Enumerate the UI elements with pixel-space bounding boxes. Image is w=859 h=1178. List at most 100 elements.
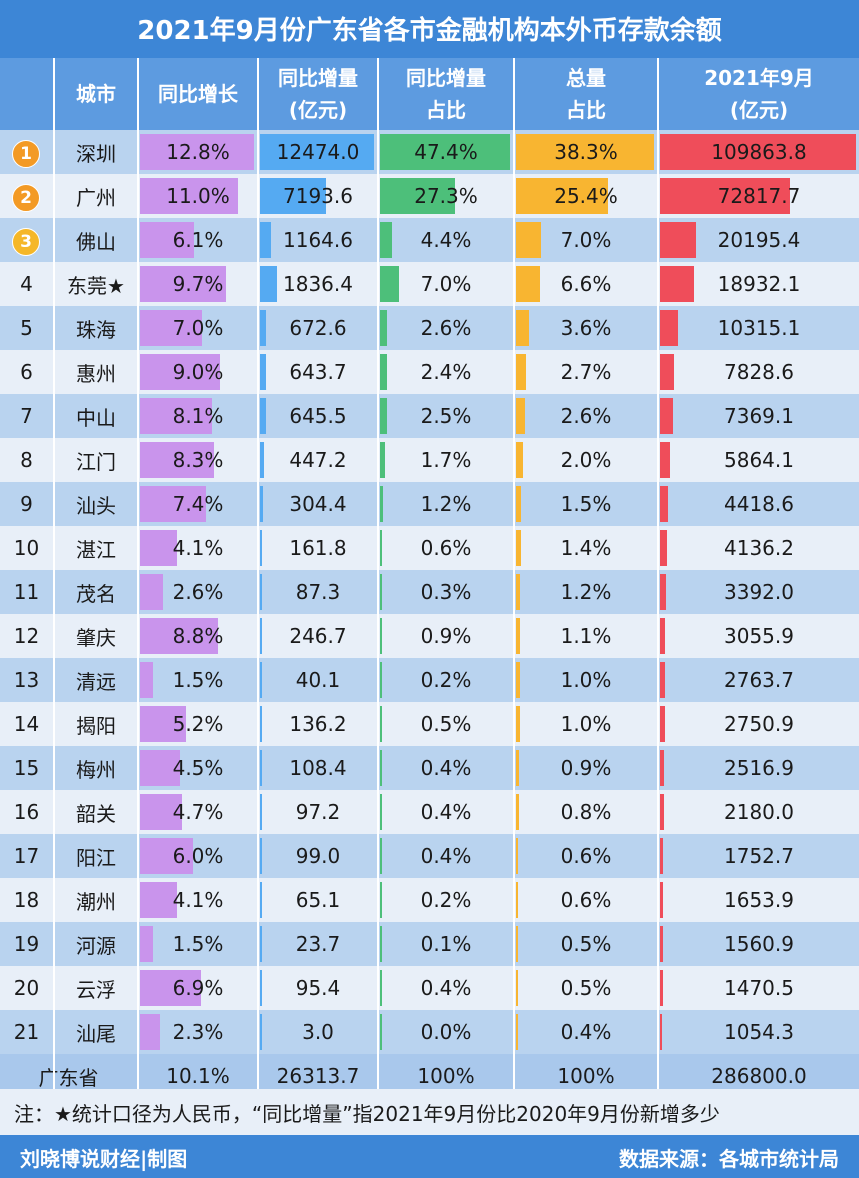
total-share-value: 1.1%	[560, 624, 612, 648]
balance-bar	[660, 574, 666, 610]
footnote: 注：★统计口径为人民币，“同比增量”指2021年9月份比2020年9月份新增多少	[0, 1089, 859, 1135]
total-share-bar	[516, 706, 520, 742]
total-share-bar	[516, 970, 518, 1006]
balance-value: 109863.8	[711, 140, 807, 164]
balance-bar	[660, 398, 673, 434]
table-row: 18 潮州 4.1% 65.1 0.2% 0.6% 1653.9	[0, 878, 859, 922]
increase-value: 672.6	[289, 316, 347, 340]
growth-bar	[140, 442, 214, 478]
rank-number: 12	[13, 624, 40, 648]
rank-number: 21	[13, 1020, 40, 1044]
header-yoy-increase: 同比增量 (亿元)	[278, 66, 358, 122]
increase-value: 97.2	[295, 800, 341, 824]
balance-bar	[660, 1014, 662, 1050]
increase-value: 304.4	[289, 492, 347, 516]
increase-value: 23.7	[295, 932, 341, 956]
balance-bar	[660, 838, 663, 874]
increase-bar	[260, 530, 262, 566]
increase-share-bar	[380, 310, 387, 346]
growth-value: 4.5%	[172, 756, 224, 780]
total-share-value: 0.8%	[560, 800, 612, 824]
increase-share-bar	[380, 354, 387, 390]
rank-medal-icon: 1	[12, 140, 40, 168]
table-row: 14 揭阳 5.2% 136.2 0.5% 1.0% 2750.9	[0, 702, 859, 746]
increase-bar	[260, 486, 263, 522]
increase-bar	[260, 178, 326, 214]
total-share-value: 2.7%	[560, 360, 612, 384]
header-city: 城市	[76, 82, 116, 106]
increase-share-value: 27.3%	[414, 184, 478, 208]
balance-value: 1054.3	[724, 1020, 794, 1044]
increase-share-bar	[380, 398, 387, 434]
balance-value: 1752.7	[724, 844, 794, 868]
increase-value: 87.3	[295, 580, 341, 604]
growth-bar	[140, 530, 177, 566]
increase-share-bar	[380, 178, 455, 214]
city-name: 阳江	[76, 845, 116, 870]
growth-bar	[140, 882, 177, 918]
total-share-value: 1.4%	[560, 536, 612, 560]
total-share-value: 1.0%	[560, 712, 612, 736]
balance-bar	[660, 266, 694, 302]
city-name: 汕尾	[76, 1021, 116, 1046]
growth-bar	[140, 618, 218, 654]
table-row: 20 云浮 6.9% 95.4 0.4% 0.5% 1470.5	[0, 966, 859, 1010]
total-share-value: 2.6%	[560, 404, 612, 428]
increase-bar	[260, 574, 262, 610]
growth-value: 1.5%	[172, 932, 224, 956]
table-row: 6 惠州 9.0% 643.7 2.4% 2.7% 7828.6	[0, 350, 859, 394]
increase-share-value: 0.3%	[420, 580, 472, 604]
total-share-bar	[516, 750, 519, 786]
balance-bar	[660, 310, 678, 346]
increase-share-bar	[380, 794, 382, 830]
growth-value: 6.1%	[172, 228, 224, 252]
city-name: 肇庆	[76, 625, 116, 650]
increase-share-value: 7.0%	[420, 272, 472, 296]
rank-number: 17	[13, 844, 40, 868]
total-share-bar	[516, 662, 520, 698]
growth-value: 4.1%	[172, 888, 224, 912]
growth-value: 1.5%	[172, 668, 224, 692]
increase-share-value: 4.4%	[420, 228, 472, 252]
table-row: 10 湛江 4.1% 161.8 0.6% 1.4% 4136.2	[0, 526, 859, 570]
growth-value: 12.8%	[166, 140, 230, 164]
increase-bar	[260, 970, 262, 1006]
total-increase: 26313.7	[276, 1064, 360, 1088]
balance-bar	[660, 662, 665, 698]
balance-value: 7369.1	[724, 404, 794, 428]
growth-bar	[140, 706, 186, 742]
increase-value: 65.1	[295, 888, 341, 912]
city-name: 汕头	[76, 493, 116, 518]
growth-value: 5.2%	[172, 712, 224, 736]
total-share-value: 0.6%	[560, 888, 612, 912]
increase-share-bar	[380, 134, 510, 170]
rank-number: 10	[13, 536, 40, 560]
increase-share-bar	[380, 662, 382, 698]
table-row: 21 汕尾 2.3% 3.0 0.0% 0.4% 1054.3	[0, 1010, 859, 1054]
increase-share-bar	[380, 750, 382, 786]
balance-bar	[660, 970, 663, 1006]
table-row: 15 梅州 4.5% 108.4 0.4% 0.9% 2516.9	[0, 746, 859, 790]
header-yoy-growth: 同比增长	[158, 82, 238, 106]
increase-share-bar	[380, 970, 382, 1006]
balance-value: 3392.0	[724, 580, 794, 604]
balance-value: 2763.7	[724, 668, 794, 692]
growth-value: 6.9%	[172, 976, 224, 1000]
total-share-bar	[516, 794, 519, 830]
increase-share-value: 0.0%	[420, 1020, 472, 1044]
table-row: 2 广州 11.0% 7193.6 27.3% 25.4% 72817.7	[0, 174, 859, 218]
growth-value: 6.0%	[172, 844, 224, 868]
city-name: 中山	[76, 405, 116, 430]
increase-value: 643.7	[289, 360, 347, 384]
increase-share-value: 0.6%	[420, 536, 472, 560]
increase-value: 645.5	[289, 404, 347, 428]
table-row: 1 深圳 12.8% 12474.0 47.4% 38.3% 109863.8	[0, 130, 859, 174]
increase-share-value: 0.1%	[420, 932, 472, 956]
total-share-bar	[516, 442, 523, 478]
growth-bar	[140, 1014, 160, 1050]
table-row: 12 肇庆 8.8% 246.7 0.9% 1.1% 3055.9	[0, 614, 859, 658]
data-source: 数据来源：各城市统计局	[619, 1146, 839, 1171]
table-row: 19 河源 1.5% 23.7 0.1% 0.5% 1560.9	[0, 922, 859, 966]
increase-bar	[260, 926, 262, 962]
total-share-bar	[516, 178, 608, 214]
